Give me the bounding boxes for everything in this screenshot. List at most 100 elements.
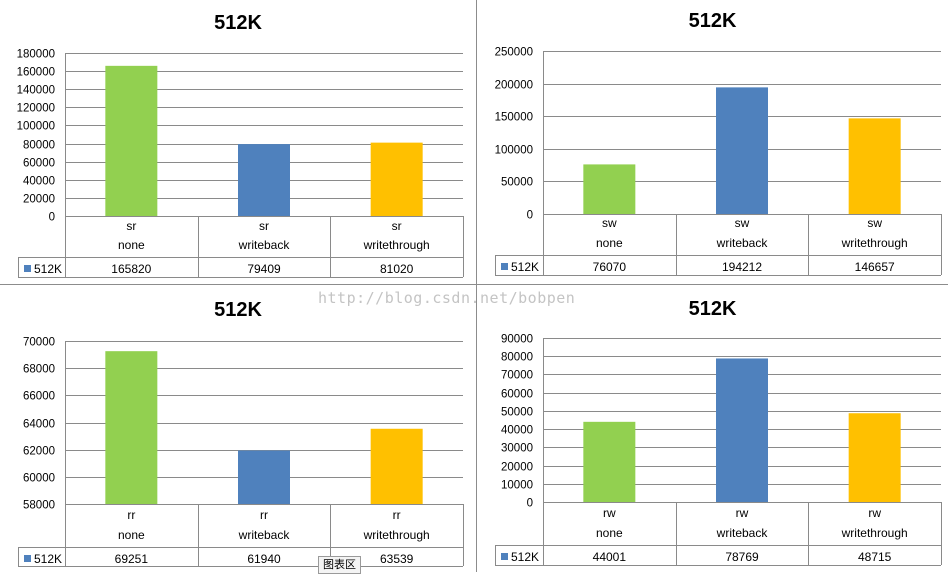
y-tick-label: 10000: [501, 480, 533, 492]
category-label: sr: [392, 219, 402, 233]
y-tick-label: 250000: [495, 47, 533, 59]
legend-label: 512K: [34, 262, 62, 276]
y-tick-label: 0: [527, 498, 533, 510]
chart-panel-rw[interactable]: 512K 0 10000 20000 30000 40000 50000 60000 7000…: [477, 285, 948, 572]
y-tick-label: 60000: [23, 158, 55, 170]
category-label: rw: [868, 506, 881, 520]
category-label: rw: [736, 506, 749, 520]
bar: [105, 351, 158, 504]
chart-panel-rr[interactable]: 512K 58000 60000 62000 64000 66000 68000 70000…: [0, 285, 476, 572]
legend-label: 512K: [511, 260, 539, 274]
bar: [370, 428, 423, 504]
bar: [716, 87, 768, 214]
category-label: sw: [602, 216, 617, 230]
chart-svg: 0 50000 100000 150000 200000 250000 sw none 7607…: [495, 47, 942, 276]
chart-title: 512K: [214, 12, 262, 34]
category-label: writeback: [238, 528, 291, 542]
y-tick-label: 20000: [23, 194, 55, 206]
data-table-value: 78769: [725, 550, 759, 564]
category-label: sw: [735, 216, 750, 230]
y-tick-label: 160000: [17, 67, 55, 79]
category-label: writeback: [716, 236, 769, 250]
category-label: none: [118, 238, 145, 252]
category-label: none: [118, 528, 145, 542]
y-tick-label: 50000: [501, 407, 533, 419]
y-tick-label: 0: [49, 212, 55, 224]
data-table-value: 81020: [380, 262, 414, 276]
chart-area-tooltip: 图表区: [318, 556, 361, 574]
y-tick-label: 70000: [501, 370, 533, 382]
category-label: writeback: [238, 238, 291, 252]
data-table-value: 44001: [593, 550, 627, 564]
bar: [848, 413, 901, 502]
y-tick-label: 30000: [501, 443, 533, 455]
category-label: none: [596, 526, 623, 540]
chart-svg: 0 20000 40000 60000 80000 100000 120000 140000 1…: [17, 49, 464, 278]
y-tick-label: 80000: [23, 140, 55, 152]
data-table-value: 69251: [115, 552, 149, 566]
category-label: writeback: [716, 526, 769, 540]
y-tick-label: 40000: [501, 425, 533, 437]
chart-title: 512K: [688, 298, 737, 320]
y-tick-label: 68000: [23, 364, 55, 376]
data-table-value: 61940: [247, 552, 281, 566]
category-label: rw: [603, 506, 616, 520]
y-tick-label: 80000: [501, 352, 533, 364]
legend-key: [24, 555, 31, 562]
category-label: writethrough: [841, 236, 908, 250]
y-tick-label: 180000: [17, 49, 55, 61]
bar: [238, 144, 290, 216]
y-tick-label: 66000: [23, 391, 55, 403]
y-tick-label: 20000: [501, 462, 533, 474]
y-tick-label: 90000: [501, 334, 533, 346]
legend-label: 512K: [511, 550, 539, 564]
y-tick-label: 100000: [495, 145, 533, 157]
y-tick-label: 140000: [17, 85, 55, 97]
y-tick-label: 150000: [495, 112, 533, 124]
chart-title: 512K: [688, 10, 737, 32]
category-label: sr: [259, 219, 269, 233]
vertical-divider: [476, 0, 477, 572]
y-tick-label: 70000: [23, 337, 55, 349]
y-tick-label: 60000: [23, 473, 55, 485]
data-table-value: 165820: [111, 262, 151, 276]
legend-label: 512K: [34, 552, 62, 566]
y-tick-label: 100000: [17, 121, 55, 133]
category-label: writethrough: [363, 528, 430, 542]
chart-svg: 0 10000 20000 30000 40000 50000 60000 70000 8000…: [495, 334, 942, 566]
y-tick-label: 60000: [501, 389, 533, 401]
bar: [583, 421, 636, 502]
category-label: none: [596, 236, 623, 250]
watermark-text: http://blog.csdn.net/bobpen: [318, 289, 576, 307]
category-label: rr: [393, 508, 401, 522]
y-tick-label: 40000: [23, 176, 55, 188]
category-label: sw: [867, 216, 882, 230]
legend-key: [24, 265, 31, 272]
bar: [370, 142, 423, 216]
horizontal-divider: [0, 284, 948, 285]
y-tick-label: 50000: [501, 177, 533, 189]
category-label: rr: [127, 508, 135, 522]
bar: [716, 358, 768, 502]
y-tick-label: 62000: [23, 446, 55, 458]
data-table-value: 146657: [855, 260, 895, 274]
data-table-value: 76070: [593, 260, 627, 274]
data-table-value: 48715: [858, 550, 892, 564]
bar: [105, 65, 158, 216]
y-tick-label: 200000: [495, 80, 533, 92]
y-tick-label: 0: [527, 210, 533, 222]
bar: [848, 118, 901, 214]
chart-panel-sr[interactable]: 512K 0 20000 40000 60000 80000 100000 120000 14…: [0, 0, 476, 284]
chart-panel-sw[interactable]: 512K 0 50000 100000 150000 200000 250000 sw non…: [477, 0, 948, 284]
chart-title: 512K: [214, 299, 262, 321]
category-label: rr: [260, 508, 268, 522]
bar: [583, 164, 636, 214]
y-tick-label: 58000: [23, 500, 55, 512]
chart-svg: 58000 60000 62000 64000 66000 68000 70000 rr non…: [18, 337, 464, 567]
data-table-value: 79409: [247, 262, 281, 276]
category-label: writethrough: [841, 526, 908, 540]
legend-key: [501, 263, 508, 270]
bar: [238, 450, 290, 504]
data-table-value: 194212: [722, 260, 762, 274]
category-label: sr: [126, 219, 136, 233]
